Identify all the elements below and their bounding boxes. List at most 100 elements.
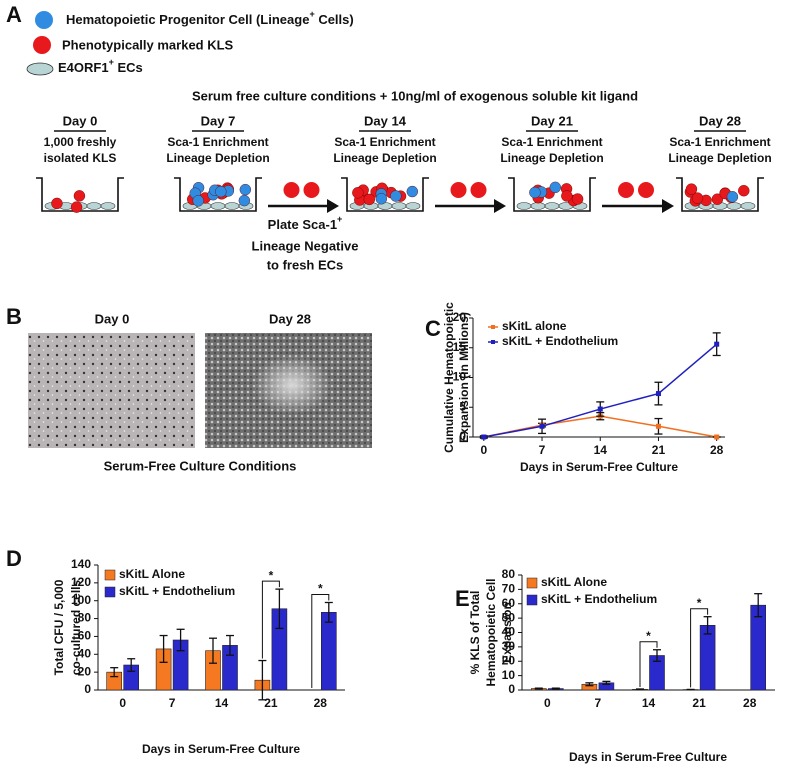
legend-swatch: [526, 577, 538, 589]
endothelial-cell: [100, 202, 116, 210]
well: [676, 177, 764, 212]
image-caption: Serum-Free Culture Conditions: [104, 458, 297, 473]
bar: [320, 612, 337, 691]
day-label: Day 7: [201, 113, 236, 128]
x-tick-label: 0: [544, 696, 551, 710]
cell: [561, 190, 573, 202]
legend-marker: [491, 325, 495, 329]
cell: [450, 182, 467, 198]
y-tick-label: 40: [78, 646, 92, 660]
cell: [73, 190, 86, 202]
x-tick-label: 14: [594, 443, 608, 457]
y-tick-label: 10: [502, 668, 516, 682]
significance-label: *: [318, 582, 323, 596]
y-axis-title: % KLS of Total: [468, 591, 482, 675]
legend-label: sKitL + Endothelium: [541, 592, 657, 606]
cell: [685, 183, 698, 195]
significance-label: *: [646, 629, 651, 643]
y-tick-label: 20: [453, 310, 467, 324]
day-label: Day 0: [63, 113, 98, 128]
x-axis-title: Days in Serum-Free Culture: [142, 742, 300, 756]
cell: [390, 190, 402, 202]
legend-label: sKitL alone: [502, 319, 567, 333]
x-tick-label: 14: [642, 696, 656, 710]
y-axis-title: Expansion (in Millions): [457, 312, 471, 443]
panel-label: A: [6, 2, 22, 27]
schema: Day 0 1,000 freshly isolated KLS Day 7 Sca-1…: [36, 113, 772, 213]
day-label: Day 14: [364, 113, 407, 128]
panel-label: D: [6, 546, 22, 571]
plate-note: Plate Sca-1+: [268, 214, 343, 232]
x-tick-label: 21: [264, 696, 278, 710]
day-note: isolated KLS: [44, 151, 117, 165]
endothelial-cell: [405, 202, 421, 210]
cell: [375, 193, 388, 205]
point: [539, 423, 545, 429]
cell: [470, 182, 487, 198]
cell: [571, 193, 584, 205]
x-tick-label: 7: [539, 443, 546, 457]
plate-note: Lineage Negative: [252, 238, 359, 253]
cell: [406, 185, 419, 198]
significance-bracket: [311, 594, 330, 688]
cell: [529, 186, 541, 199]
cell: [363, 193, 376, 206]
well: [508, 177, 596, 212]
cell: [738, 185, 750, 197]
day-note: Sca-1 Enrichment: [167, 135, 268, 149]
significance-bracket: [690, 608, 709, 688]
panel-label: B: [6, 304, 22, 329]
y-tick-label: 30: [502, 639, 516, 653]
legend-swatch: [104, 569, 116, 581]
significance-bracket: [639, 641, 658, 687]
cell: [238, 194, 251, 207]
y-tick-label: 70: [502, 582, 516, 596]
cell: [51, 197, 63, 210]
y-tick-label: 40: [502, 625, 516, 639]
y-tick-label: 0: [508, 682, 515, 696]
cell: [691, 192, 704, 204]
day-label: Day 21: [531, 113, 573, 128]
y-tick-label: 10: [453, 370, 467, 384]
arrowhead: [327, 199, 339, 213]
cell: [70, 201, 83, 213]
legend-label: sKitL + Endothelium: [119, 584, 235, 598]
x-tick-label: 0: [119, 696, 126, 710]
y-tick-label: 20: [502, 653, 516, 667]
endothelial-cell: [530, 202, 546, 210]
y-axis-title: Total CFU / 5,000: [52, 579, 66, 675]
endothelial-cell: [726, 202, 742, 210]
legend-marker: [491, 340, 495, 344]
x-axis-title: Days in Serum-Free Culture: [569, 750, 727, 764]
point: [655, 391, 661, 397]
bar: [699, 625, 716, 691]
legend-label: sKitL + Endothelium: [502, 334, 618, 348]
x-tick-label: 28: [710, 443, 724, 457]
arrowhead: [662, 199, 674, 213]
point: [655, 423, 661, 429]
endothelial-cell: [544, 202, 560, 210]
x-tick-label: 28: [743, 696, 757, 710]
y-axis-title: Hematopoietic Cell: [484, 578, 498, 686]
x-tick-label: 21: [652, 443, 666, 457]
y-tick-label: 120: [71, 575, 91, 589]
y-axis-title: Expansion: [500, 602, 514, 663]
schema-title: Serum free culture conditions + 10ng/ml …: [192, 88, 638, 103]
day-note: 1,000 freshly: [44, 135, 117, 149]
cell: [638, 182, 654, 198]
x-tick-label: 0: [480, 443, 487, 457]
y-tick-label: 100: [71, 593, 91, 607]
legend-icon: [26, 62, 54, 76]
micrograph-detail: [252, 355, 332, 415]
y-tick-label: 15: [453, 340, 467, 354]
cell: [215, 185, 227, 198]
legend-swatch: [104, 586, 116, 598]
endothelial-cell: [391, 202, 407, 210]
y-tick-label: 60: [78, 629, 92, 643]
legend-icon: [33, 36, 51, 54]
y-axis-title: co-cultured cells: [69, 580, 83, 676]
legend-swatch: [526, 594, 538, 606]
legend-text: E4ORF1+ ECs: [58, 57, 143, 75]
cell: [283, 182, 300, 198]
y-tick-label: 5: [459, 399, 466, 413]
